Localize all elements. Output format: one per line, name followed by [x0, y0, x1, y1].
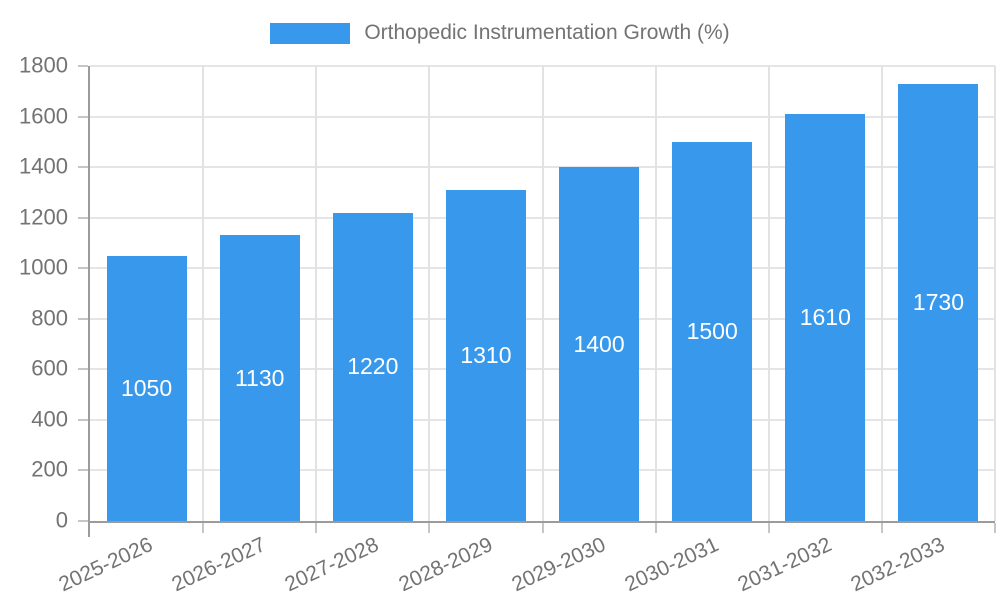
- bar-value-label: 1130: [234, 364, 285, 391]
- x-axis-tick: [428, 523, 431, 533]
- x-gridline: [654, 66, 657, 521]
- y-axis-tick: [78, 216, 88, 219]
- bar-value-label: 1610: [799, 304, 851, 331]
- legend-label: Orthopedic Instrumentation Growth (%): [364, 21, 730, 44]
- x-gridline: [994, 66, 996, 521]
- x-gridline: [202, 66, 205, 521]
- bar: 1130: [219, 235, 300, 521]
- bar: 1310: [445, 189, 526, 521]
- y-axis-tick-label: 200: [31, 456, 68, 482]
- y-axis-tick-label: 1400: [19, 153, 68, 179]
- bar: 1500: [672, 141, 753, 521]
- y-axis-tick: [78, 469, 88, 472]
- y-axis-tick: [78, 115, 88, 118]
- x-axis-category-label: 2027-2028: [281, 533, 383, 597]
- x-axis-tick: [767, 523, 770, 533]
- y-axis-tick-label: 1200: [19, 204, 68, 230]
- x-axis-category-label: 2031-2032: [734, 533, 836, 597]
- plot-area: 0 200 400 600 800 1000 1200 1400 1600 1800 1050 113…: [19, 52, 996, 596]
- bar: 1220: [332, 212, 413, 521]
- x-axis-tick: [315, 523, 318, 533]
- x-axis-tick: [654, 523, 657, 533]
- y-axis-tick: [78, 520, 88, 522]
- bar-value-label: 1220: [347, 353, 399, 380]
- x-axis-category-label: 2028-2029: [394, 533, 496, 597]
- x-gridline: [767, 66, 770, 521]
- y-axis-tick-label: 1000: [19, 254, 68, 280]
- y-axis-tick-label: 1800: [19, 52, 68, 78]
- x-axis-category-label: 2025-2026: [55, 533, 157, 597]
- bar: 1610: [785, 114, 866, 521]
- y-axis-tick: [78, 267, 88, 270]
- bar-value-label: 1050: [120, 374, 173, 401]
- bar-value-label: 1730: [912, 288, 965, 315]
- x-gridline: [315, 66, 318, 521]
- bar: 1400: [559, 167, 640, 521]
- y-axis-tick: [78, 418, 88, 421]
- bar: 1730: [898, 83, 979, 521]
- y-axis-tick-label: 800: [31, 305, 68, 331]
- y-axis-tick: [78, 317, 88, 320]
- bar: 1050: [106, 255, 187, 521]
- x-axis-tick: [880, 523, 883, 533]
- x-axis-tick: [994, 523, 996, 533]
- bar-value-label: 1500: [686, 317, 738, 344]
- y-axis-tick-label: 600: [31, 355, 68, 381]
- bar-value-label: 1400: [573, 330, 625, 357]
- x-axis-tick: [202, 523, 205, 533]
- x-axis-category-label: 2029-2030: [508, 533, 609, 597]
- x-axis-category-label: 2026-2027: [168, 533, 270, 597]
- y-axis-tick: [78, 368, 88, 371]
- y-axis-tick: [78, 166, 88, 169]
- y-axis-end-tick: [88, 521, 90, 537]
- bar-value-label: 1310: [460, 341, 512, 368]
- y-axis-tick: [78, 65, 88, 67]
- chart-legend: Orthopedic Instrumentation Growth (%): [0, 21, 1000, 45]
- x-axis-category-label: 2030-2031: [621, 533, 722, 597]
- y-axis-tick-label: 400: [31, 406, 68, 432]
- legend-swatch-icon: [270, 22, 351, 44]
- x-axis-tick: [541, 523, 544, 533]
- y-axis-tick-label: 1600: [19, 103, 68, 129]
- y-axis-tick-label: 0: [55, 507, 68, 533]
- x-axis-category-label: 2032-2033: [847, 533, 949, 597]
- x-gridline: [541, 66, 544, 521]
- x-gridline: [880, 66, 883, 521]
- x-gridline: [428, 66, 431, 521]
